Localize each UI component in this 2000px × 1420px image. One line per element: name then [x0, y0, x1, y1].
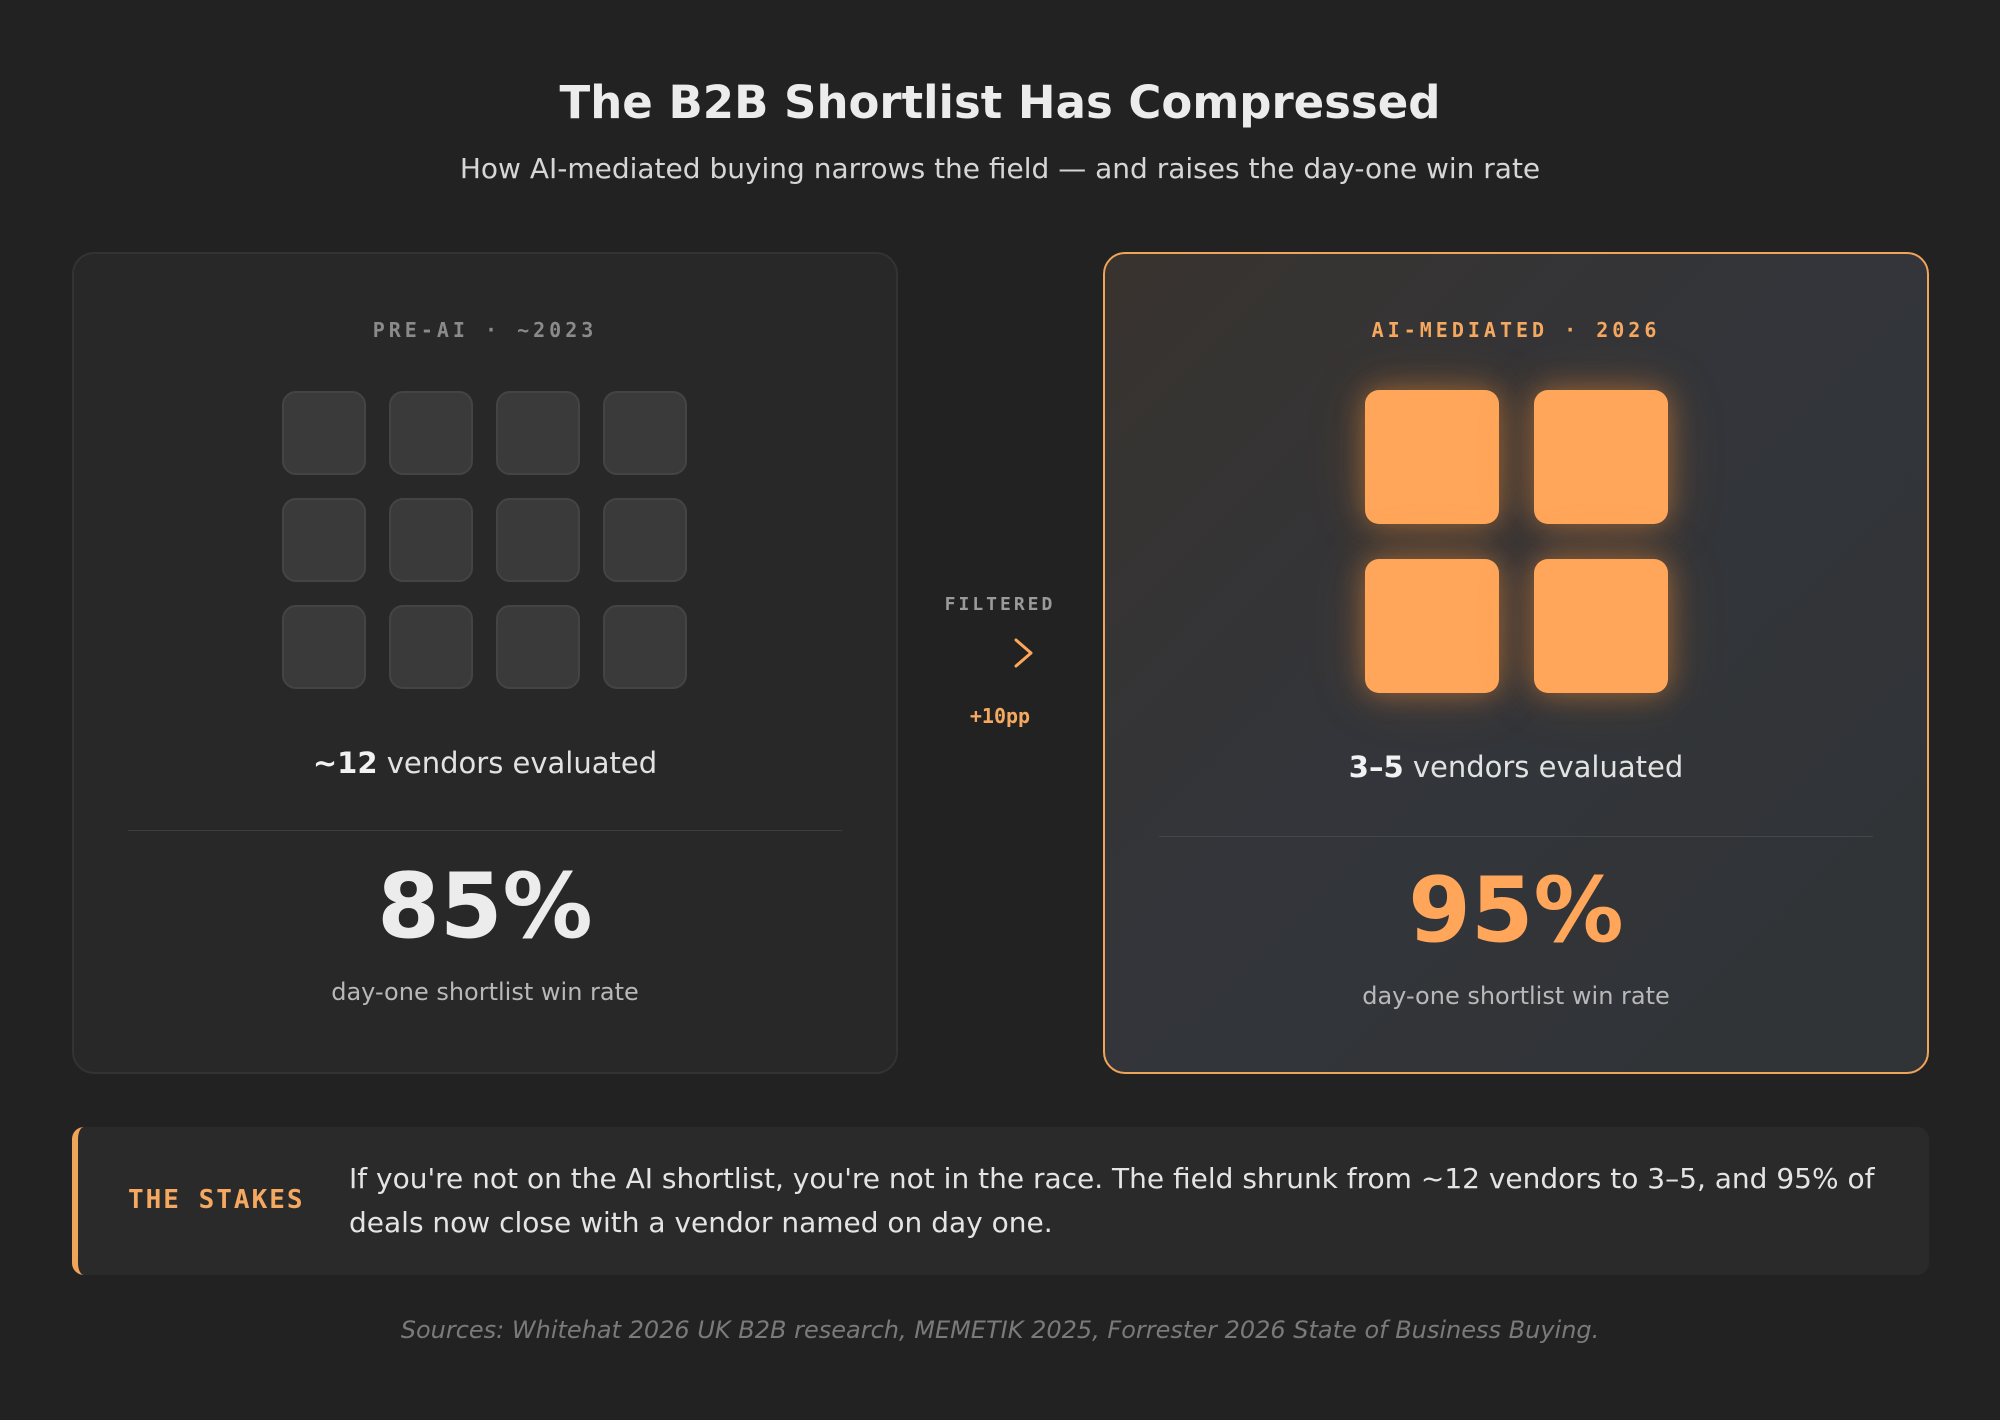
vendor-tile	[389, 605, 473, 689]
vendor-tile	[282, 498, 366, 582]
win-rate-delta: +10pp	[969, 704, 1031, 728]
pre-ai-win-rate: 85%	[377, 854, 593, 959]
sources-footnote: Sources: Whitehat 2026 UK B2B research, …	[400, 1316, 1600, 1344]
arrow-right-icon	[960, 638, 1033, 668]
vendor-tile	[603, 498, 687, 582]
stakes-callout: THE STAKES If you're not on the AI short…	[72, 1127, 1929, 1275]
ai-mediated-win-rate: 95%	[1408, 858, 1624, 963]
pre-ai-divider	[128, 830, 842, 831]
ai-mediated-vendor-count: 3–5 vendors evaluated	[1105, 750, 1927, 784]
vendor-tile-highlighted	[1534, 390, 1668, 524]
ai-mediated-eyebrow: AI-MEDIATED · 2026	[1371, 318, 1661, 342]
pre-ai-vendor-grid	[282, 391, 688, 689]
ai-mediated-vendor-grid	[1365, 390, 1669, 693]
vendor-tile	[389, 391, 473, 475]
vendor-tile	[603, 605, 687, 689]
vendor-tile-highlighted	[1534, 559, 1668, 693]
pre-ai-vendor-text: vendors evaluated	[377, 746, 658, 780]
stakes-text: If you're not on the AI shortlist, you'r…	[349, 1162, 1875, 1239]
pre-ai-vendor-number: ~12	[312, 746, 378, 780]
vendor-tile	[603, 391, 687, 475]
page-title: The B2B Shortlist Has Compressed	[559, 76, 1441, 129]
ai-mediated-divider	[1159, 836, 1873, 837]
vendor-tile	[496, 391, 580, 475]
ai-mediated-card: AI-MEDIATED · 2026 3–5 vendors evaluated…	[1103, 252, 1929, 1074]
pre-ai-win-rate-label: day-one shortlist win rate	[331, 978, 639, 1006]
filter-connector: FILTERED +10pp	[930, 590, 1070, 740]
vendor-tile	[282, 605, 366, 689]
vendor-tile	[496, 605, 580, 689]
ai-mediated-win-rate-label: day-one shortlist win rate	[1362, 982, 1670, 1010]
vendor-tile	[496, 498, 580, 582]
ai-mediated-vendor-number: 3–5	[1348, 750, 1404, 784]
pre-ai-card: PRE-AI · ~2023 ~12 vendors evaluated 85%…	[72, 252, 898, 1074]
ai-mediated-vendor-text: vendors evaluated	[1403, 750, 1684, 784]
pre-ai-vendor-count: ~12 vendors evaluated	[74, 746, 896, 780]
vendor-tile	[282, 391, 366, 475]
vendor-tile	[389, 498, 473, 582]
pre-ai-eyebrow: PRE-AI · ~2023	[372, 318, 598, 342]
page-subtitle: How AI-mediated buying narrows the field…	[459, 152, 1541, 185]
vendor-tile-highlighted	[1365, 390, 1499, 524]
vendor-tile-highlighted	[1365, 559, 1499, 693]
stakes-label: THE STAKES	[128, 1185, 305, 1215]
filtered-label: FILTERED	[944, 594, 1056, 615]
